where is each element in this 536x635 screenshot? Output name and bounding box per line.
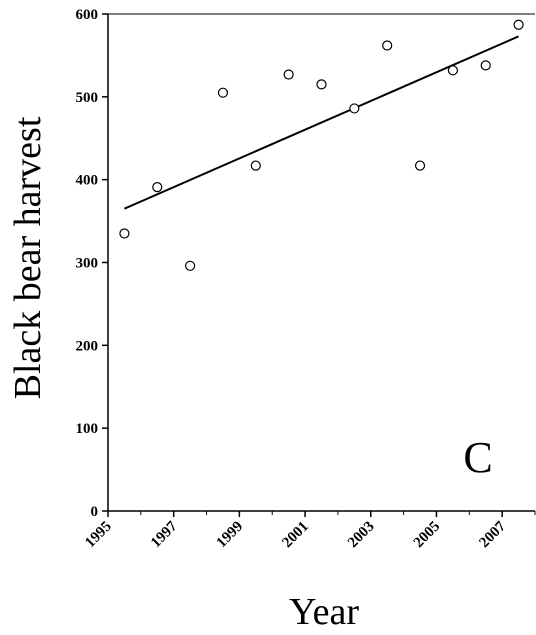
data-point [480,60,491,71]
x-tick-label: 1997 [148,518,181,551]
data-point [283,69,294,80]
x-tick-label: 2001 [279,519,312,552]
data-point [349,103,360,114]
data-point [414,160,426,171]
y-tick-label: 500 [76,90,99,106]
data-point [152,182,163,193]
y-tick-label: 100 [76,421,99,437]
data-point [316,79,327,90]
panel-label: C [463,433,492,482]
y-tick-label: 300 [76,256,99,272]
x-tick-label: 1995 [82,519,115,552]
data-point [513,19,524,30]
y-tick-label: 400 [76,173,99,189]
data-point [447,65,458,76]
y-axis-title: Black bear harvest [7,116,49,399]
y-tick-label: 200 [76,338,99,354]
y-tick-label: 600 [76,7,99,23]
data-point [119,228,130,239]
x-tick-label: 1999 [214,519,247,552]
data-point [382,40,393,51]
data-point [185,260,196,271]
x-tick-label: 2007 [476,518,509,551]
data-points [119,19,524,271]
trend-line-group [124,35,519,210]
x-axis-ticks: 1995 1997 1999 2001 2003 2005 2007 [82,511,536,552]
data-point [217,87,229,98]
y-axis-ticks: 0 100 200 300 400 500 600 [76,7,108,520]
data-point [250,160,261,171]
x-tick-label: 2005 [411,519,444,552]
x-axis-title: Year [289,591,359,633]
y-tick-label: 0 [91,504,99,520]
trend-line [124,35,519,210]
x-tick-label: 2003 [345,519,378,552]
